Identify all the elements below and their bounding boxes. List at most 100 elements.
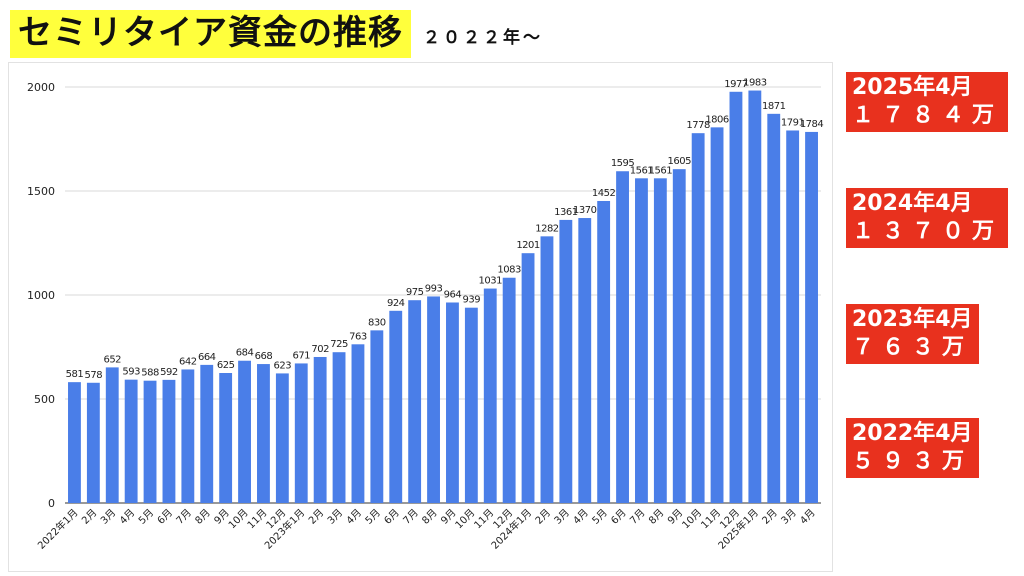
x-tick-label: 3月: [552, 507, 572, 527]
annotation-date: 2023年4月: [852, 307, 973, 332]
bar: [313, 356, 327, 503]
data-label: 1806: [705, 114, 729, 125]
data-label: 763: [349, 331, 367, 342]
x-tick-label: 4月: [571, 507, 591, 527]
x-tick-label: 7月: [174, 507, 194, 527]
annotation-date: 2025年4月: [852, 75, 973, 100]
bar: [635, 178, 648, 503]
data-label: 623: [274, 360, 292, 371]
data-label: 581: [66, 369, 84, 380]
data-label: 1977: [724, 79, 748, 90]
bar: [238, 360, 251, 503]
bar: [389, 310, 403, 503]
x-tick-label: 7月: [628, 507, 648, 527]
data-label: 652: [103, 354, 121, 365]
x-tick-label: 2月: [760, 507, 780, 527]
bar: [257, 364, 270, 503]
annotation-2025: 2025年4月 １７８４万: [846, 72, 1009, 132]
annotation-amount: １３７０万: [852, 219, 1003, 244]
annotation-date: 2024年4月: [852, 191, 973, 216]
data-label: 993: [425, 283, 443, 294]
x-tick-label: 3月: [325, 507, 345, 527]
data-label: 578: [85, 370, 103, 381]
bar: [578, 218, 592, 504]
x-tick-label: 2月: [533, 507, 553, 527]
x-tick-label: 7月: [401, 507, 421, 527]
chart-frame: 0 500 1000 1500 2000 581 2022年1月 578 2月 652 3月 593 4…: [8, 62, 833, 572]
bar: [483, 288, 497, 503]
bar: [124, 379, 138, 503]
data-label: 702: [311, 344, 329, 355]
data-label: 625: [217, 360, 235, 371]
bar: [105, 367, 119, 503]
bar: [219, 373, 233, 503]
bar: [672, 169, 686, 503]
x-tick-label: 11月: [472, 507, 497, 532]
data-label: 1871: [762, 101, 786, 112]
data-label: 1595: [611, 158, 635, 169]
bar: [446, 302, 459, 503]
data-label: 642: [179, 356, 197, 367]
x-tick-label: 11月: [245, 507, 270, 532]
bar: [502, 277, 516, 503]
data-label: 1370: [573, 205, 597, 216]
annotation-amount: ５９３万: [852, 449, 973, 474]
page-title: セミリタイア資金の推移: [10, 10, 411, 58]
bar: [805, 131, 818, 503]
data-label: 588: [141, 368, 159, 379]
bar: [427, 296, 440, 503]
x-tick-label: 8月: [193, 507, 213, 527]
data-label: 1605: [668, 156, 692, 167]
data-label: 924: [387, 298, 405, 309]
data-label: 1784: [800, 119, 824, 130]
bar: [597, 200, 611, 503]
bar: [748, 90, 762, 503]
x-tick-label: 6月: [155, 507, 175, 527]
data-label: 1361: [554, 207, 578, 218]
annotation-2022: 2022年4月 ５９３万: [846, 418, 979, 478]
data-label: 830: [368, 317, 386, 328]
x-tick-label: 11月: [699, 507, 724, 532]
x-tick-label: 6月: [382, 507, 402, 527]
data-label: 684: [236, 348, 254, 359]
x-tick-label: 10月: [453, 507, 478, 532]
annotation-amount: ７６３万: [852, 335, 973, 360]
bar-chart: 0 500 1000 1500 2000 581 2022年1月 578 2月 652 3月 593 4…: [27, 78, 824, 552]
bar: [162, 379, 176, 503]
x-tick-label: 6月: [609, 507, 629, 527]
data-label: 939: [463, 295, 481, 306]
annotation-2023: 2023年4月 ７６３万: [846, 304, 979, 364]
x-tick-label: 5月: [363, 507, 383, 527]
data-label: 1452: [592, 188, 616, 199]
annotation-amount: １７８４万: [852, 103, 1003, 128]
bar: [370, 330, 384, 503]
x-tick-label: 4月: [798, 507, 818, 527]
bar: [521, 253, 535, 503]
data-label: 1561: [630, 165, 654, 176]
bar: [86, 382, 100, 503]
bar: [181, 369, 195, 503]
x-tick-label: 8月: [646, 507, 666, 527]
bar: [616, 171, 629, 503]
data-label: 1201: [516, 240, 540, 251]
bar: [68, 382, 81, 503]
data-label: 1561: [649, 165, 673, 176]
x-tick-label: 10月: [226, 507, 251, 532]
x-tick-label: 8月: [420, 507, 440, 527]
y-tick-label: 0: [48, 497, 55, 510]
data-label: 1791: [781, 117, 805, 128]
x-tick-label: 5月: [590, 507, 610, 527]
bar: [464, 307, 478, 503]
bar: [351, 344, 365, 503]
bar: [729, 91, 743, 503]
bar: [540, 236, 554, 503]
data-label: 593: [122, 367, 140, 378]
data-label: 592: [160, 367, 178, 378]
bar: [786, 130, 800, 504]
data-label: 1983: [743, 78, 767, 89]
data-label: 664: [198, 352, 216, 363]
x-tick-label: 3月: [98, 507, 118, 527]
x-tick-label: 2月: [79, 507, 99, 527]
x-tick-label: 2022年1月: [35, 506, 81, 552]
bar: [143, 380, 157, 503]
